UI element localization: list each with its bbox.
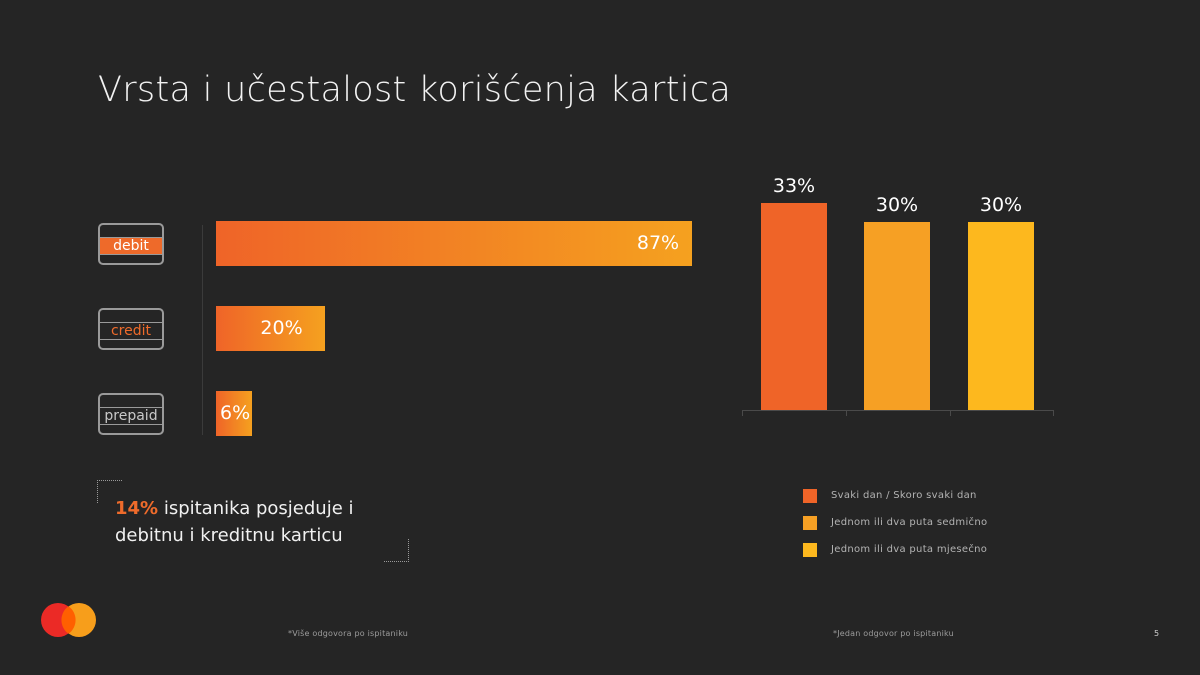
bar-label-credit: 20% (260, 317, 303, 339)
vbar-label-1: 33% (772, 175, 816, 197)
frequency-bar-chart: 33% 30% 30% (740, 170, 1060, 430)
hbar-axis (202, 225, 203, 435)
callout-corner-bottom-right (384, 539, 409, 562)
bar-debit (216, 221, 692, 266)
vbar-tick (742, 410, 743, 416)
legend-swatch (803, 515, 817, 530)
mastercard-logo (41, 603, 96, 637)
page-number: 5 (1154, 629, 1160, 638)
vbar-label-3: 30% (979, 193, 1023, 216)
legend-swatch (803, 488, 817, 503)
legend-item-weekly: Jednom ili dva puta sedmično (803, 509, 987, 536)
callout-box: 14% ispitanika posjeduje i debitnu i kre… (97, 480, 409, 562)
vbar-3 (968, 221, 1034, 410)
card-icon-prepaid: prepaid (98, 393, 164, 435)
legend-label: Jednom ili dva puta sedmično (831, 517, 988, 528)
legend-item-daily: Svaki dan / Skoro svaki dan (803, 482, 987, 509)
vbar-2 (864, 221, 930, 410)
card-label-credit: credit (100, 322, 162, 340)
footnote-right: *Jedan odgovor po ispitaniku (833, 629, 954, 638)
footnote-left: *Više odgovora po ispitaniku (288, 629, 409, 638)
legend-label: Svaki dan / Skoro svaki dan (831, 490, 977, 501)
bar-label-prepaid: 6% (220, 402, 251, 424)
card-icon-debit: debit (98, 223, 164, 265)
bar-credit (216, 306, 326, 351)
legend-label: Jednom ili dva puta mjesečno (831, 544, 988, 555)
vbar-1 (761, 203, 827, 410)
card-label-prepaid: prepaid (100, 407, 162, 425)
callout-corner-top-left (97, 480, 122, 503)
bar-label-debit: 87% (636, 232, 680, 254)
vbar-tick (846, 410, 847, 416)
legend-swatch (803, 542, 817, 557)
card-type-bar-chart: debit 87% credit 20% prepaid 6% (95, 215, 715, 447)
vbar-tick (1053, 410, 1054, 416)
callout-highlight: 14% (115, 498, 159, 519)
vbar-label-2: 30% (875, 193, 919, 216)
frequency-legend: Svaki dan / Skoro svaki dan Jednom ili d… (803, 482, 987, 563)
slide-title: Vrsta i učestalost korišćenja kartica (98, 70, 732, 110)
card-label-debit: debit (100, 237, 162, 255)
callout-body: ispitanika posjeduje i debitnu i kreditn… (115, 498, 354, 546)
card-icon-credit: credit (98, 308, 164, 350)
callout-text: 14% ispitanika posjeduje i debitnu i kre… (115, 495, 405, 549)
vbar-tick (950, 410, 951, 416)
legend-item-monthly: Jednom ili dva puta mjesečno (803, 536, 987, 563)
vbar-baseline (742, 410, 1054, 411)
bar-prepaid (216, 391, 252, 436)
logo-overlap (61, 606, 76, 634)
